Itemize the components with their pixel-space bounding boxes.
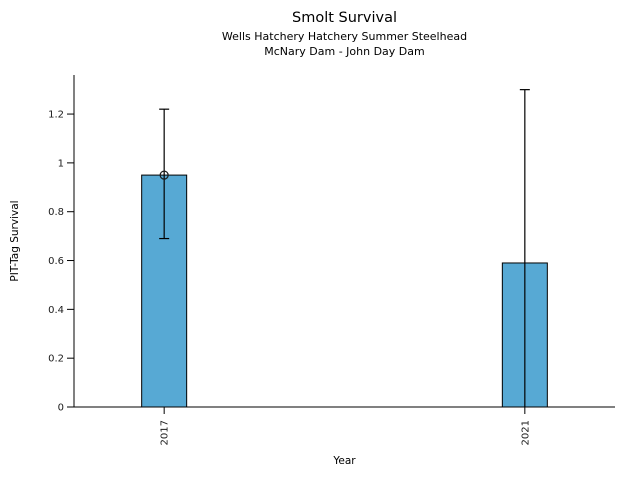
y-tick-label-0.8: 0.8 bbox=[48, 207, 64, 218]
x-tick-label-2021: 2021 bbox=[520, 420, 531, 445]
chart-subtitle-line1: Wells Hatchery Hatchery Summer Steelhead bbox=[221, 30, 468, 43]
y-tick-label-1.2: 1.2 bbox=[48, 110, 64, 121]
y-tick-label-1: 1 bbox=[58, 158, 64, 169]
chart-title: Smolt Survival bbox=[292, 10, 397, 26]
y-axis-label: PIT-Tag Survival bbox=[9, 200, 21, 282]
x-axis-label: Year bbox=[333, 455, 356, 467]
y-tick-label-0: 0 bbox=[58, 403, 64, 414]
y-tick-label-0.2: 0.2 bbox=[48, 354, 64, 365]
y-tick-label-0.4: 0.4 bbox=[48, 305, 64, 316]
chart-subtitle-line2: McNary Dam - John Day Dam bbox=[264, 45, 425, 58]
y-tick-label-0.6: 0.6 bbox=[48, 256, 64, 267]
x-tick-label-2017: 2017 bbox=[160, 420, 171, 445]
point-marker-2017 bbox=[159, 170, 169, 180]
